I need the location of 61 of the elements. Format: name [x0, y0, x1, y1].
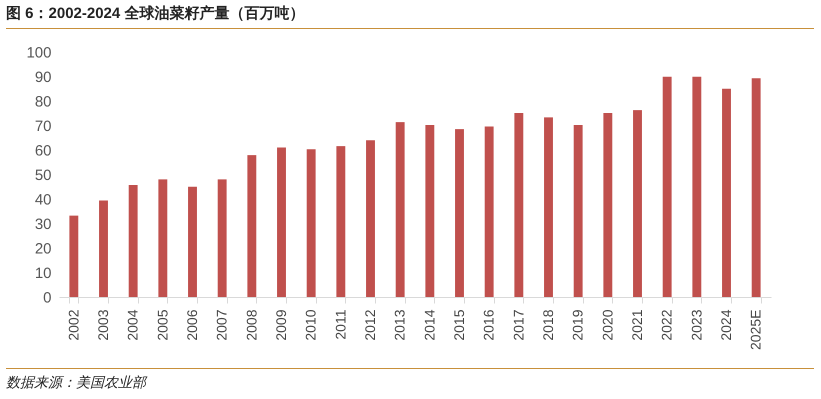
- bar: [455, 129, 464, 297]
- bar: [306, 149, 316, 297]
- bar: [69, 216, 78, 297]
- bar: [752, 78, 761, 297]
- bar: [514, 113, 524, 297]
- x-tick-label: 2012: [362, 309, 378, 341]
- x-tick-label: 2010: [302, 309, 319, 341]
- x-tick-label: 2007: [214, 309, 230, 341]
- x-tick-label: 2002: [65, 309, 82, 341]
- bar: [633, 110, 642, 297]
- y-tick-label: 40: [34, 192, 52, 208]
- x-tick-label: 2003: [95, 309, 111, 341]
- chart-title: 图 6：2002-2024 全球油菜籽产量（百万吨）: [6, 4, 814, 29]
- x-tick-label: 2009: [273, 309, 289, 341]
- x-tick-label: 2016: [480, 309, 497, 341]
- x-tick-label: 2023: [688, 309, 704, 341]
- bar: [722, 88, 731, 297]
- x-tick-label: 2014: [421, 309, 438, 341]
- x-tick-label: 2018: [540, 309, 556, 341]
- x-tick-label: 2021: [629, 309, 645, 341]
- x-tick-label: 2025E: [748, 310, 764, 350]
- x-tick-label: 2015: [451, 309, 467, 341]
- bar: [544, 117, 553, 297]
- y-tick-label: 90: [34, 69, 52, 86]
- bar: [662, 76, 672, 297]
- y-tick-label: 50: [34, 167, 52, 184]
- bar: [188, 186, 197, 297]
- x-tick-label: 2019: [570, 309, 586, 341]
- y-tick-label: 20: [34, 240, 52, 258]
- bar: [128, 185, 138, 297]
- y-tick-label: 70: [34, 118, 52, 135]
- bar: [603, 113, 612, 297]
- bar: [574, 125, 583, 297]
- x-tick-label: 2008: [243, 309, 260, 341]
- bar: [336, 146, 346, 297]
- y-tick-label: 0: [43, 290, 52, 306]
- y-tick-label: 80: [34, 94, 52, 110]
- x-tick-label: 2006: [184, 309, 200, 341]
- bar: [396, 122, 405, 297]
- bar: [277, 148, 286, 297]
- x-tick-label: 2024: [718, 309, 734, 341]
- source-note: 数据来源：美国农业部: [6, 368, 814, 392]
- y-tick-label: 60: [34, 142, 52, 160]
- bar: [484, 126, 494, 297]
- y-tick-label: 30: [34, 216, 52, 233]
- y-tick-label: 10: [34, 265, 52, 282]
- bar: [425, 125, 434, 297]
- x-tick-label: 2017: [510, 309, 526, 341]
- bar: [247, 155, 256, 297]
- x-tick-label: 2005: [154, 309, 170, 341]
- y-tick-label: 100: [26, 44, 52, 62]
- x-tick-label: 2022: [658, 309, 675, 341]
- bar: [692, 76, 702, 297]
- bar: [366, 140, 375, 297]
- x-tick-label: 2011: [332, 309, 348, 340]
- x-tick-label: 2004: [124, 309, 141, 341]
- x-tick-label: 2020: [599, 309, 616, 341]
- x-tick-label: 2013: [392, 309, 408, 341]
- bar: [99, 200, 108, 297]
- bar: [218, 179, 227, 297]
- bar: [158, 179, 168, 297]
